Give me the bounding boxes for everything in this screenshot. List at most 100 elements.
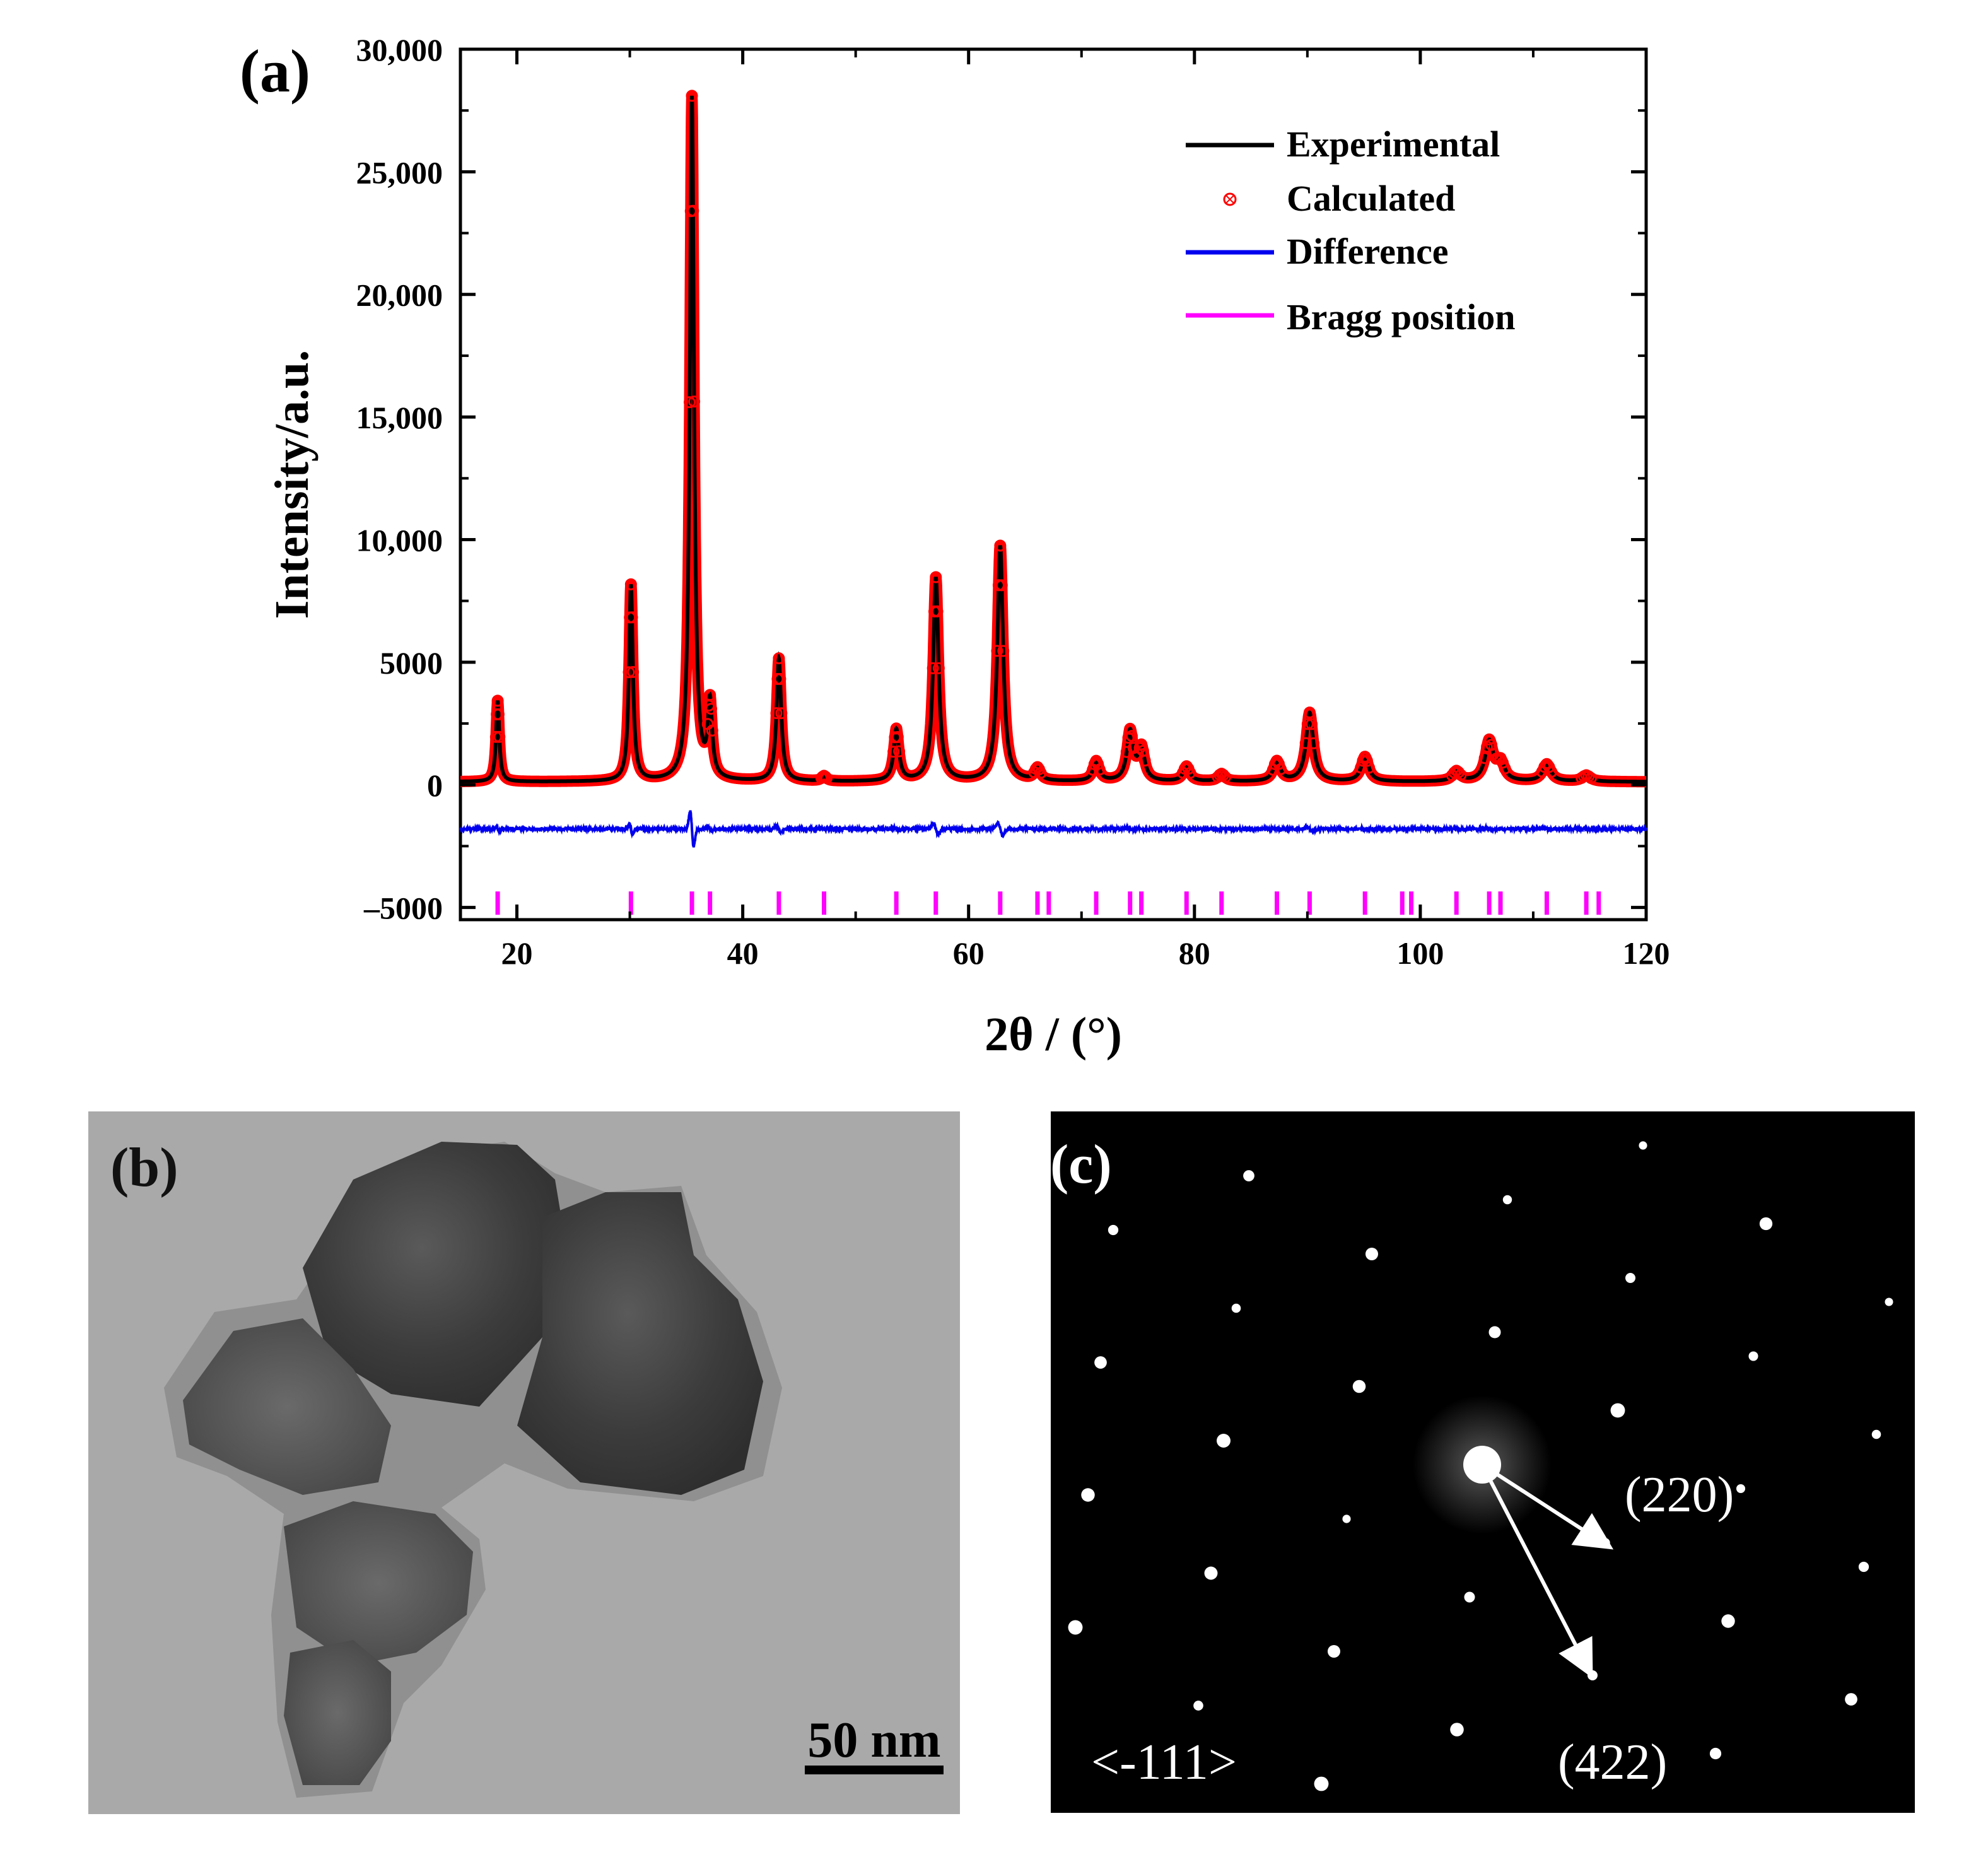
y-tick-label: 10,000	[356, 522, 443, 558]
calculated-marker	[1483, 733, 1495, 746]
panel-b-tem-image: (b) 50 nm	[88, 1111, 960, 1814]
panel-a-label: (a)	[240, 37, 310, 105]
calculated-marker	[1275, 763, 1287, 775]
calculated-marker	[1184, 766, 1196, 779]
calculated-marker	[819, 770, 832, 783]
diffraction-spot	[1845, 1693, 1857, 1706]
plot-frame	[459, 47, 1648, 922]
calculated-marker	[1092, 758, 1104, 770]
calculated-marker	[997, 645, 1010, 657]
calculated-marker	[773, 652, 785, 665]
calculated-marker	[493, 730, 506, 743]
calculated-marker	[1303, 706, 1316, 719]
difference-curve	[459, 810, 1647, 848]
panel-c-saed-pattern: (c) (220) (422) <-111>	[1050, 1111, 1915, 1813]
calculated-marker	[1138, 754, 1151, 767]
calculated-marker	[927, 662, 939, 674]
diffraction-spot	[1352, 1380, 1366, 1393]
calculated-marker	[624, 578, 637, 590]
axes-layer: –5000 0 5000 10,000 15,000 20,000 25,000 30,000…	[356, 32, 1670, 971]
diffraction-spot	[1342, 1514, 1351, 1523]
diffraction-spot	[1625, 1273, 1635, 1283]
x-tick-label: 120	[1623, 935, 1670, 971]
diffraction-spot	[1502, 1195, 1512, 1205]
calculated-marker	[1212, 771, 1224, 783]
calculated-marker	[994, 539, 1007, 552]
y-tick-label: 30,000	[356, 32, 443, 67]
calculated-marker	[683, 396, 696, 409]
calculated-marker	[623, 666, 635, 679]
calculated-marker	[1301, 718, 1314, 730]
calculated-marker	[1219, 771, 1232, 783]
x-tick-label: 20	[501, 935, 533, 971]
panel-b-label: (b)	[110, 1137, 178, 1198]
diffraction-spot	[1488, 1326, 1501, 1339]
diffraction-spot	[1081, 1488, 1095, 1502]
diffraction-spot	[1736, 1484, 1746, 1494]
y-tick-label: 5000	[380, 645, 443, 681]
calculated-marker	[890, 722, 903, 735]
particle-grain-lower	[284, 1501, 473, 1665]
calculated-marker	[1363, 761, 1376, 774]
calculated-marker	[1307, 737, 1320, 749]
particle-grain-left	[183, 1318, 391, 1495]
x-tick-label: 100	[1396, 935, 1444, 971]
legend-label-calculated: Calculated	[1287, 178, 1455, 219]
calculated-marker	[687, 204, 699, 217]
diffraction-spot	[1243, 1170, 1254, 1181]
calculated-marker	[931, 605, 944, 618]
y-tick-label: 0	[427, 768, 443, 803]
diffraction-spot	[1217, 1434, 1231, 1448]
legend-label-experimental: Experimental	[1287, 124, 1500, 165]
calculated-marker	[706, 724, 718, 737]
calculated-marker	[626, 611, 638, 624]
calculated-marker	[492, 708, 505, 720]
calculated-marker	[893, 745, 906, 758]
calculated-marker	[770, 707, 783, 720]
particle-grain-right	[517, 1192, 763, 1495]
diffraction-spot	[1748, 1351, 1758, 1361]
diffraction-spot	[1094, 1356, 1107, 1369]
calculated-marker	[1497, 756, 1509, 769]
calculated-marker	[1454, 768, 1467, 781]
diffraction-spot	[1204, 1566, 1218, 1580]
calculated-marker	[887, 746, 900, 758]
calculated-marker	[991, 645, 1003, 657]
y-tick-label: 20,000	[356, 278, 443, 313]
arrow-220	[1481, 1463, 1614, 1550]
x-tick-label: 60	[953, 935, 985, 971]
legend: Experimental Calculated Difference Bragg…	[1186, 124, 1516, 337]
calculated-marker	[891, 731, 904, 744]
diffraction-spot	[1068, 1620, 1083, 1635]
calculated-marker	[489, 730, 502, 743]
diffraction-spot	[1314, 1776, 1329, 1791]
diffraction-spot	[1639, 1141, 1647, 1150]
diffraction-spot	[1721, 1614, 1735, 1628]
legend-swatch-calculated	[1223, 192, 1237, 206]
calculated-marker	[930, 571, 942, 583]
calculated-marker	[995, 579, 1008, 592]
diffraction-spot	[1587, 1670, 1598, 1680]
calculated-marker	[1545, 765, 1558, 778]
y-axis-title: Intensity/a.u.	[266, 350, 319, 619]
y-tick-label: –5000	[363, 891, 443, 926]
calculated-marker	[704, 689, 716, 701]
calculated-marker	[1499, 762, 1511, 775]
calculated-marker	[1360, 754, 1373, 767]
calculated-marker	[1031, 761, 1044, 773]
calculated-marker	[1217, 769, 1230, 782]
calculated-marker	[1585, 771, 1598, 784]
calculated-marker	[1306, 718, 1318, 730]
calculated-marker	[1448, 766, 1461, 779]
calculated-marker	[1582, 770, 1595, 783]
calculated-marker	[686, 90, 698, 102]
diffraction-spot	[1450, 1723, 1464, 1737]
calculated-marker	[1453, 766, 1465, 778]
panel-a-xrd-chart: (a) –5000 0 5000 10,000 15,000 20,000 25,000 30…	[240, 32, 1670, 1061]
diffraction-spot	[1231, 1303, 1241, 1313]
calculated-marker	[1135, 738, 1148, 751]
calculated-marker	[1124, 722, 1137, 735]
arrow-422	[1480, 1463, 1593, 1678]
calculated-marker	[821, 771, 833, 784]
y-tick-label: 25,000	[356, 155, 443, 190]
